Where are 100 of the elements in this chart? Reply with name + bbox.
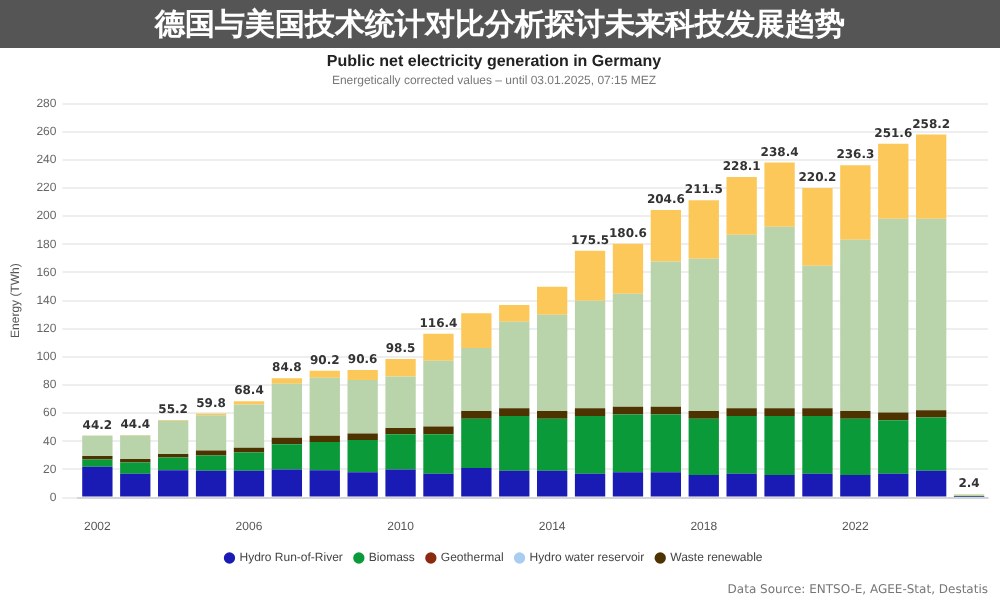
bar <box>461 348 492 412</box>
bar <box>309 470 340 497</box>
bar <box>878 420 909 474</box>
bar <box>726 415 757 474</box>
bar <box>423 333 454 361</box>
bar <box>764 475 795 497</box>
bar <box>688 475 719 497</box>
bar <box>915 218 947 411</box>
bar <box>385 376 416 428</box>
bar <box>650 472 682 497</box>
bar <box>537 286 568 315</box>
bar <box>915 410 947 418</box>
bar <box>347 472 378 497</box>
bar <box>195 455 227 471</box>
bar <box>840 418 871 476</box>
bar <box>726 473 757 497</box>
bar <box>233 447 265 453</box>
bar <box>650 209 682 262</box>
bar <box>650 406 682 415</box>
bar <box>764 226 795 409</box>
bar <box>347 433 378 440</box>
bar <box>158 420 189 454</box>
bar <box>499 470 530 497</box>
bar <box>840 411 871 419</box>
bar <box>195 450 227 456</box>
bar <box>574 473 606 497</box>
bar <box>423 360 454 427</box>
bar <box>537 411 568 419</box>
bar <box>878 218 909 413</box>
bar <box>612 472 644 497</box>
bar <box>385 469 416 497</box>
bar <box>840 165 871 240</box>
bar <box>574 250 606 301</box>
bar <box>802 473 833 497</box>
bar <box>461 418 492 469</box>
bar <box>233 452 265 471</box>
bar <box>233 470 265 497</box>
bar <box>499 321 530 409</box>
bar <box>195 470 227 497</box>
bar <box>499 304 530 322</box>
bar <box>802 415 833 474</box>
bar <box>385 359 416 377</box>
bar <box>915 134 947 219</box>
bar <box>309 435 340 443</box>
bar <box>271 444 303 470</box>
bar <box>347 439 378 473</box>
bar <box>271 378 303 384</box>
bar <box>347 379 378 434</box>
chart-title: Public net electricity generation in Germany <box>326 52 663 71</box>
bar <box>158 470 189 497</box>
bar <box>878 143 909 219</box>
bar <box>764 415 795 476</box>
bar <box>82 466 113 497</box>
bar <box>726 234 757 409</box>
bar <box>612 406 644 415</box>
bar <box>915 417 947 471</box>
bar <box>802 265 833 409</box>
bar <box>537 314 568 412</box>
bar <box>158 457 189 471</box>
bar <box>612 414 644 473</box>
bar <box>195 415 227 451</box>
bar <box>499 415 530 471</box>
bar <box>688 258 719 412</box>
bar <box>82 459 113 467</box>
bar <box>840 239 871 412</box>
bar <box>461 468 492 497</box>
bar <box>764 162 795 227</box>
bar <box>423 434 454 474</box>
bar <box>574 415 606 474</box>
bar <box>726 176 757 235</box>
bar <box>385 427 416 435</box>
bar <box>574 408 606 416</box>
bar <box>271 437 303 445</box>
bar <box>650 261 682 407</box>
bar <box>233 404 265 448</box>
bar <box>309 377 340 436</box>
bar <box>271 469 303 497</box>
bar <box>612 293 644 407</box>
bar <box>802 408 833 416</box>
bar <box>726 408 757 416</box>
bar <box>271 383 303 438</box>
bar <box>764 408 795 416</box>
bar <box>347 370 378 380</box>
bar <box>612 243 644 294</box>
bar <box>120 462 151 474</box>
bar <box>82 435 113 457</box>
bar <box>461 411 492 419</box>
bar <box>878 473 909 497</box>
bar <box>688 418 719 476</box>
bar <box>309 442 340 471</box>
bar <box>650 414 682 473</box>
bar <box>309 370 340 378</box>
bar <box>537 470 568 497</box>
bar <box>802 188 833 266</box>
bar <box>840 475 871 497</box>
bar <box>120 435 151 459</box>
text: 德国与美国技术统计对比分析探讨未来科技发展趋势 <box>0 0 1000 48</box>
bar <box>574 300 606 409</box>
bar <box>120 473 151 497</box>
bar <box>499 408 530 416</box>
